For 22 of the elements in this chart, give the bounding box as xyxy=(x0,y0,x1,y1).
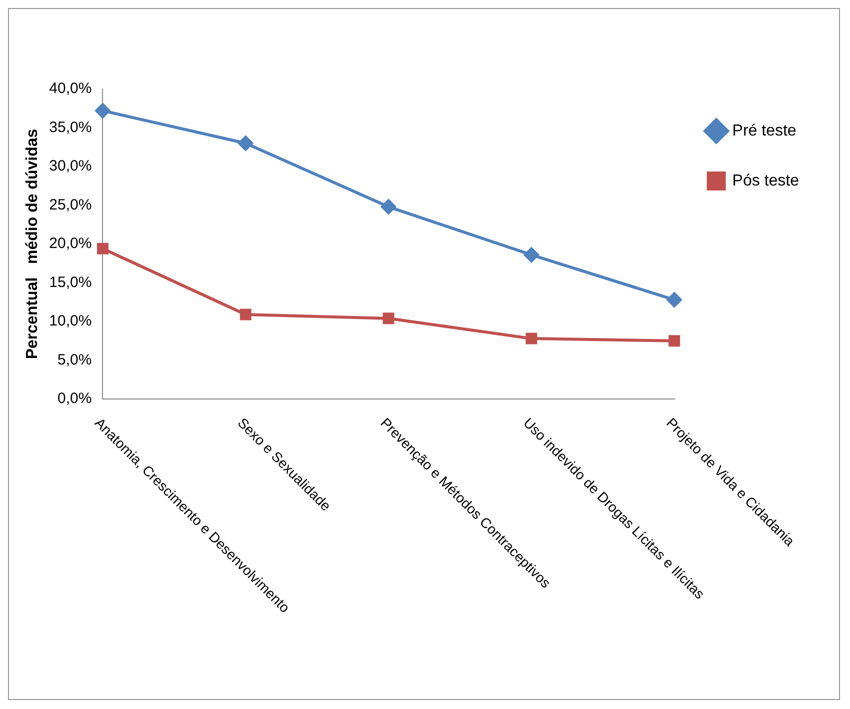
legend-label: Pós teste xyxy=(732,172,800,190)
point xyxy=(95,103,110,118)
point xyxy=(240,308,252,320)
legend-label: Pré teste xyxy=(732,122,796,140)
point xyxy=(96,242,108,254)
y-tick-label: 30,0% xyxy=(49,158,92,175)
point xyxy=(524,247,539,262)
point xyxy=(382,312,394,324)
y-tick-label: 10,0% xyxy=(49,312,92,330)
y-tick-label: 15,0% xyxy=(49,274,92,291)
y-tick-label: 5,0% xyxy=(58,351,92,368)
y-tick-label: 40,0% xyxy=(49,80,92,98)
point xyxy=(668,335,680,347)
point xyxy=(526,332,538,344)
point xyxy=(381,199,396,214)
y-tick-label: 20,0% xyxy=(49,235,92,252)
y-tick-label: 35,0% xyxy=(49,118,92,136)
point xyxy=(238,136,254,151)
y-tick-label: 0,0% xyxy=(58,390,92,408)
y-tick-label: 25,0% xyxy=(49,196,92,214)
point xyxy=(666,292,682,308)
y-axis-title: Percentual médio de dúvidas xyxy=(24,128,42,360)
